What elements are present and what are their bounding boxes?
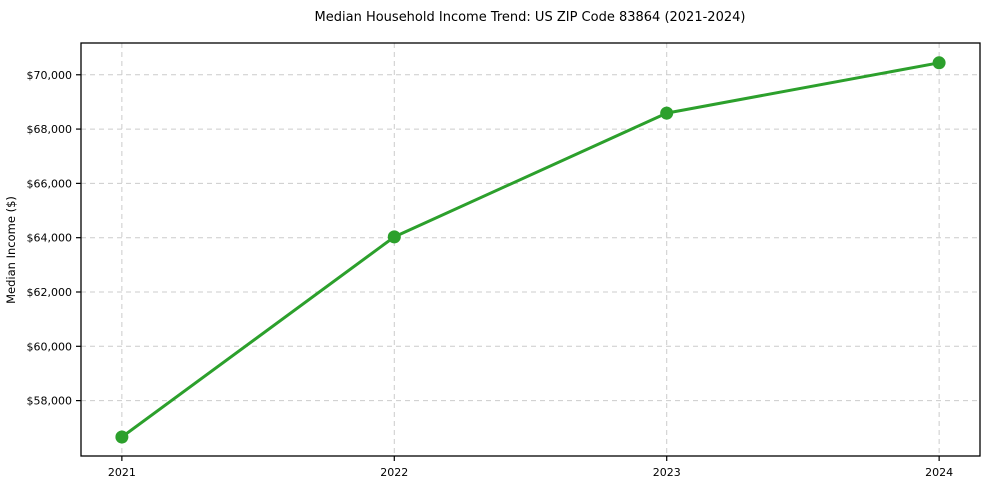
data-point: [387, 230, 401, 244]
data-point: [115, 430, 129, 444]
y-tick-label: $68,000: [27, 123, 73, 136]
data-point: [660, 106, 674, 120]
trend-line-series: [115, 56, 946, 444]
chart-title: Median Household Income Trend: US ZIP Co…: [315, 10, 746, 25]
y-tick-label: $62,000: [27, 286, 73, 299]
y-tick-label: $60,000: [27, 340, 73, 353]
x-tick-label: 2024: [925, 466, 953, 479]
x-tick-label: 2023: [653, 466, 681, 479]
y-axis: $58,000 $60,000 $62,000 $64,000 $66,000 $68,0…: [27, 69, 81, 408]
plot-border: [80, 42, 981, 457]
y-axis-label: Median Income ($): [4, 196, 18, 304]
y-tick-label: $58,000: [27, 395, 73, 408]
x-tick-label: 2022: [380, 466, 408, 479]
data-point: [932, 56, 946, 70]
y-tick-label: $70,000: [27, 69, 73, 82]
y-tick-label: $66,000: [27, 177, 73, 190]
trend-line: [120, 61, 941, 439]
x-tick-label: 2021: [108, 466, 136, 479]
x-axis: 2021 2022 2023 2024: [108, 456, 953, 479]
gridlines: [81, 43, 980, 456]
y-tick-label: $64,000: [27, 232, 73, 245]
